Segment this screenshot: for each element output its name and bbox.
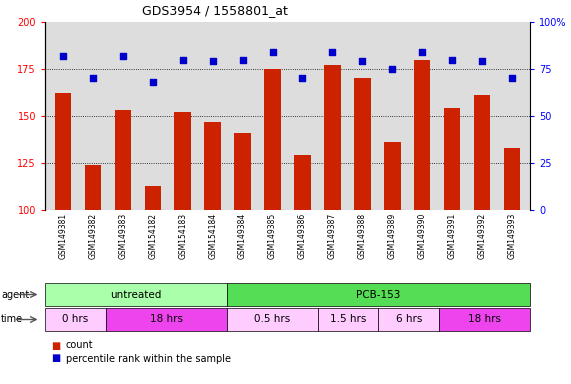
Text: 0.5 hrs: 0.5 hrs [254,314,291,324]
Point [298,75,307,81]
Text: agent: agent [1,290,29,300]
Bar [318,308,379,331]
Bar [324,65,341,210]
Bar [474,95,490,210]
Bar [294,156,311,210]
Bar [379,308,439,331]
Point [178,56,187,63]
Bar [85,165,101,210]
Bar [227,283,530,306]
Bar [439,308,530,331]
Bar [414,60,431,210]
Bar [144,185,161,210]
Text: PCB-153: PCB-153 [356,290,401,300]
Text: ■: ■ [51,354,61,364]
Text: GDS3954 / 1558801_at: GDS3954 / 1558801_at [142,4,288,17]
Text: 1.5 hrs: 1.5 hrs [330,314,367,324]
Text: 6 hrs: 6 hrs [396,314,422,324]
Bar [55,93,71,210]
Point [328,49,337,55]
Bar [234,133,251,210]
Point [508,75,517,81]
Text: 0 hrs: 0 hrs [62,314,89,324]
Text: time: time [1,314,23,324]
Text: 18 hrs: 18 hrs [468,314,501,324]
Bar [264,69,281,210]
Bar [106,308,227,331]
Text: count: count [66,341,93,351]
Point [148,79,158,85]
Point [268,49,277,55]
Bar [45,283,227,306]
Bar [504,148,520,210]
Point [448,56,457,63]
Point [358,58,367,65]
Text: 18 hrs: 18 hrs [150,314,183,324]
Point [208,58,217,65]
Bar [444,109,460,210]
Point [388,66,397,72]
Point [58,53,67,59]
Text: percentile rank within the sample: percentile rank within the sample [66,354,231,364]
Text: untreated: untreated [110,290,162,300]
Bar [354,78,371,210]
Bar [227,308,318,331]
Bar [204,122,221,210]
Text: ■: ■ [51,341,61,351]
Point [89,75,98,81]
Bar [115,110,131,210]
Bar [175,112,191,210]
Bar [384,142,400,210]
Bar [45,308,106,331]
Point [238,56,247,63]
Point [417,49,427,55]
Point [118,53,127,59]
Point [477,58,486,65]
